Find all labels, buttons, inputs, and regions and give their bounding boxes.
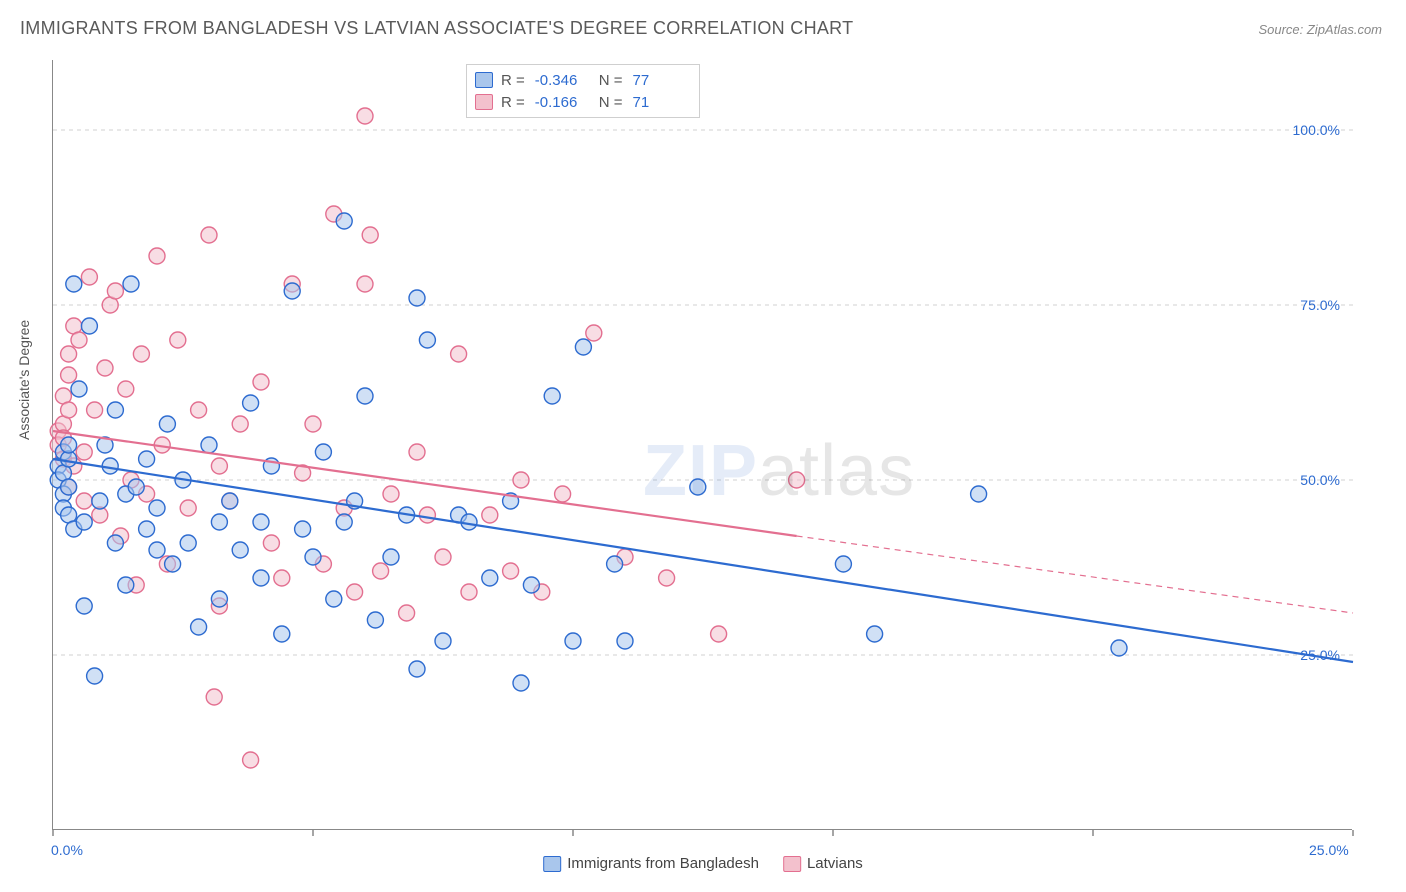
legend-swatch [475,72,493,88]
y-tick-label: 50.0% [1300,472,1340,488]
stat-legend-row: R = -0.346 N = 77 [475,69,689,91]
y-tick-label: 25.0% [1300,647,1340,663]
n-value: 71 [633,94,689,111]
n-label: N = [599,72,623,89]
plot-area: ZIPatlas 25.0%50.0%75.0%100.0%0.0%25.0% [52,60,1352,830]
legend-entry: Immigrants from Bangladesh [543,855,759,872]
legend-swatch [543,856,561,872]
stat-legend-row: R = -0.166 N = 71 [475,91,689,113]
statistics-legend: R = -0.346 N = 77 R = -0.166 N = 71 [466,64,700,118]
r-value: -0.346 [535,72,591,89]
n-value: 77 [633,72,689,89]
x-tick-label: 0.0% [51,842,83,858]
y-tick-label: 100.0% [1293,122,1340,138]
legend-label: Immigrants from Bangladesh [567,855,759,872]
y-axis-label: Associate's Degree [16,320,32,440]
y-tick-label: 75.0% [1300,297,1340,313]
legend-entry: Latvians [783,855,863,872]
legend-label: Latvians [807,855,863,872]
series-legend: Immigrants from Bangladesh Latvians [543,855,863,872]
r-value: -0.166 [535,94,591,111]
legend-swatch [475,94,493,110]
r-label: R = [501,94,525,111]
source-attribution: Source: ZipAtlas.com [1258,22,1382,37]
n-label: N = [599,94,623,111]
chart-title: IMMIGRANTS FROM BANGLADESH VS LATVIAN AS… [20,18,853,39]
x-tick-label: 25.0% [1309,842,1349,858]
watermark: ZIPatlas [643,430,915,512]
r-label: R = [501,72,525,89]
legend-swatch [783,856,801,872]
